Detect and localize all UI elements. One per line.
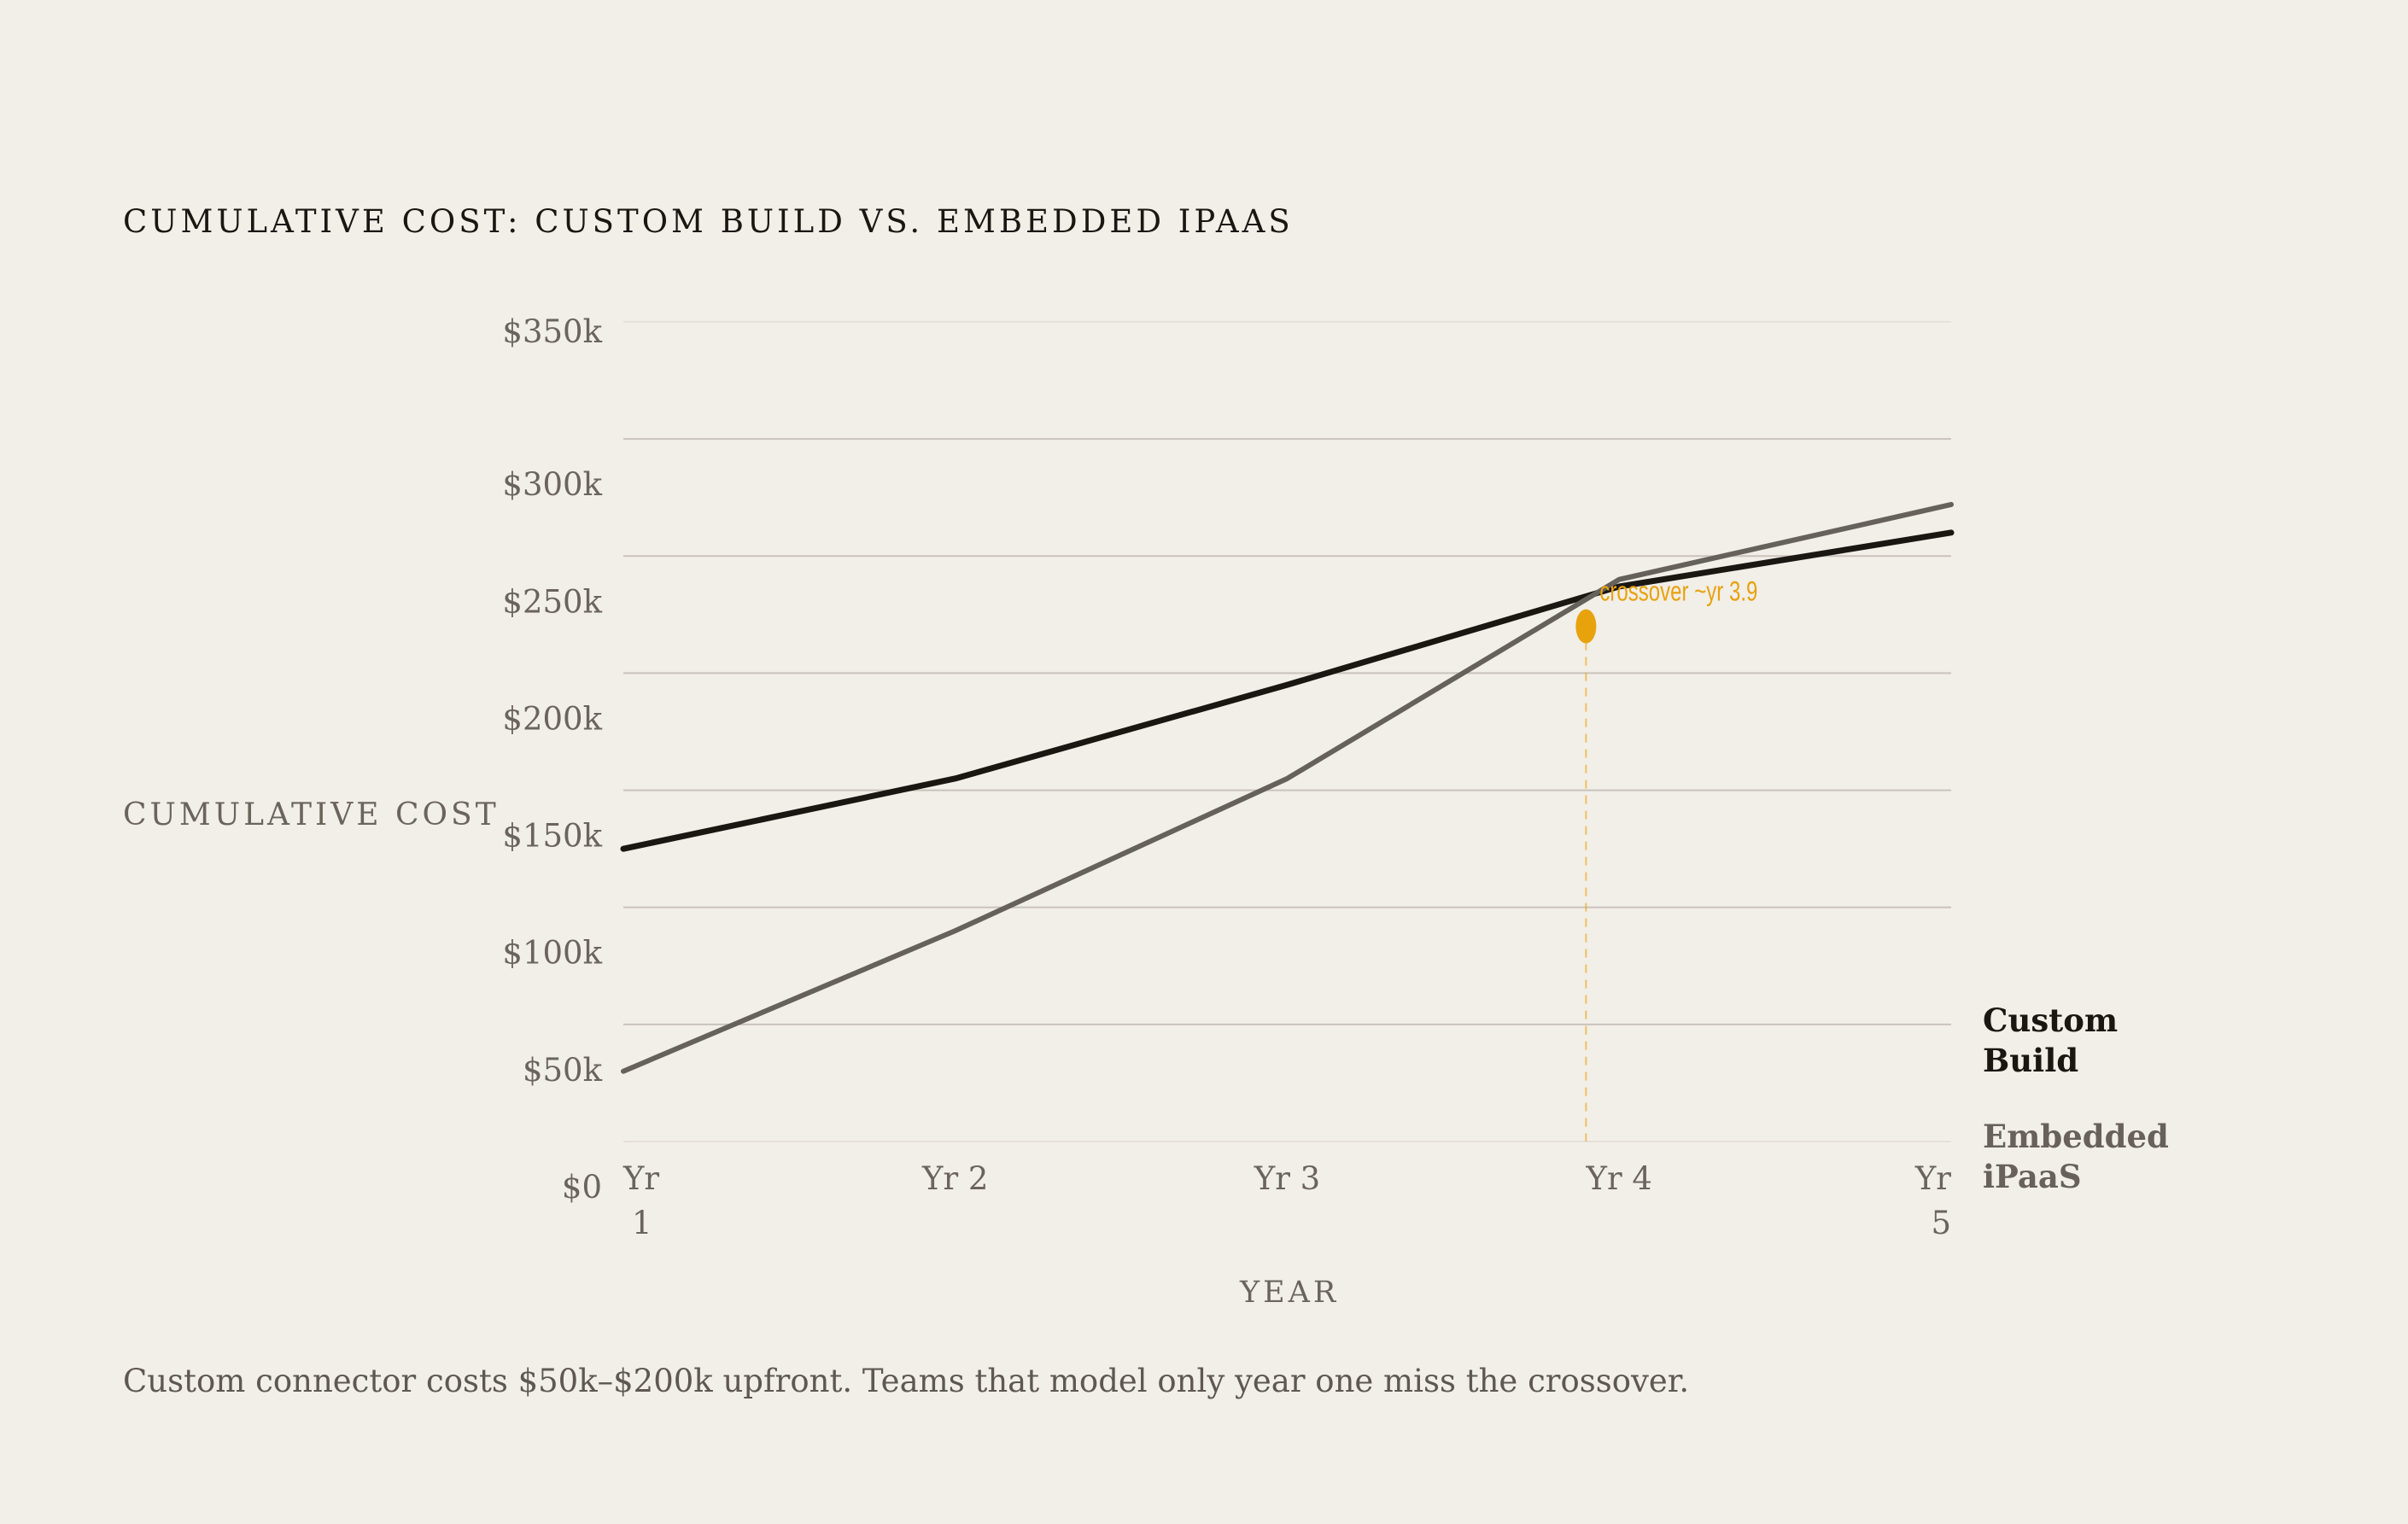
y-tick-label: $0 <box>562 1169 602 1206</box>
crossover-marker <box>1575 609 1597 644</box>
y-tick-label: $250k <box>502 583 602 620</box>
x-axis-label: YEAR <box>1240 1276 1340 1310</box>
x-tick-label: Yr 2 <box>921 1160 988 1197</box>
chart-title: CUMULATIVE COST: CUSTOM BUILD VS. EMBEDD… <box>123 203 1294 240</box>
x-tick-label: Yr 3 <box>1254 1160 1320 1197</box>
y-tick-label: $350k <box>502 313 602 350</box>
y-axis-label: CUMULATIVE COST <box>123 797 500 832</box>
legend-custom-line1: Custom <box>1983 1001 2119 1039</box>
x-tick-label: Yr 1 <box>622 1160 659 1241</box>
legend-ipaas-line1: Embedded <box>1983 1118 2169 1155</box>
y-tick-label: $200k <box>502 700 602 737</box>
legend-embedded-ipaas: Embedded iPaaS <box>1983 1117 2169 1197</box>
chart-caption: Custom connector costs $50k–$200k upfron… <box>123 1363 1690 1399</box>
y-tick-label: $100k <box>502 935 602 972</box>
crossover-annotation: crossover ~yr 3.9 <box>1599 576 1757 607</box>
series-line-ipaas <box>621 501 1954 1074</box>
legend-custom-line2: Build <box>1983 1042 2079 1079</box>
y-tick-label: $300k <box>502 466 602 503</box>
y-tick-label: $150k <box>502 818 602 855</box>
x-tick-label: Yr 4 <box>1586 1160 1652 1197</box>
x-tick-label: Yr 5 <box>1914 1160 1951 1241</box>
legend-custom-build: Custom Build <box>1983 1001 2118 1081</box>
series-line-custom <box>620 529 1955 852</box>
legend-ipaas-line2: iPaaS <box>1983 1158 2082 1195</box>
y-tick-label: $50k <box>523 1052 603 1089</box>
